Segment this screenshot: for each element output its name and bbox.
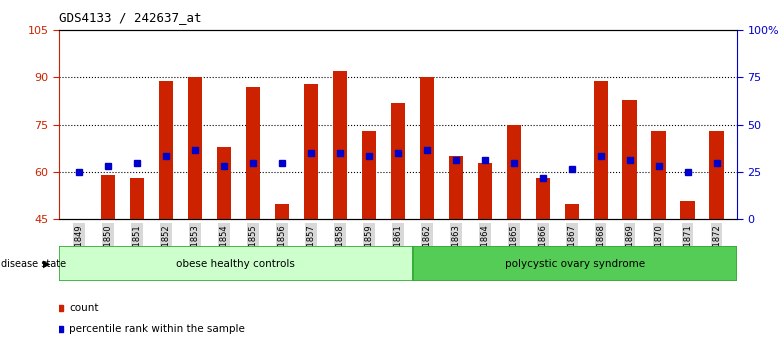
Bar [159,81,173,219]
Bar [101,175,115,219]
Bar [710,131,724,219]
Bar [130,178,144,219]
Text: polycystic ovary syndrome: polycystic ovary syndrome [505,259,645,269]
Bar [564,204,579,219]
Text: obese healthy controls: obese healthy controls [176,259,295,269]
Bar [477,162,492,219]
Bar [681,200,695,219]
Bar [245,87,260,219]
Bar [274,204,289,219]
Text: ▶: ▶ [43,259,51,269]
Bar [390,103,405,219]
Text: percentile rank within the sample: percentile rank within the sample [69,324,245,334]
Bar [59,246,412,281]
Bar [187,78,202,219]
Text: count: count [69,303,99,313]
Bar [593,81,608,219]
Text: disease state: disease state [1,259,66,269]
Bar [216,147,231,219]
Bar [652,131,666,219]
Bar [622,99,637,219]
Bar [535,178,550,219]
Bar [506,125,521,219]
Bar [361,131,376,219]
Bar [303,84,318,219]
Bar [419,78,434,219]
Bar [412,246,737,281]
Bar [332,71,347,219]
Bar [448,156,463,219]
Text: GDS4133 / 242637_at: GDS4133 / 242637_at [59,11,201,24]
